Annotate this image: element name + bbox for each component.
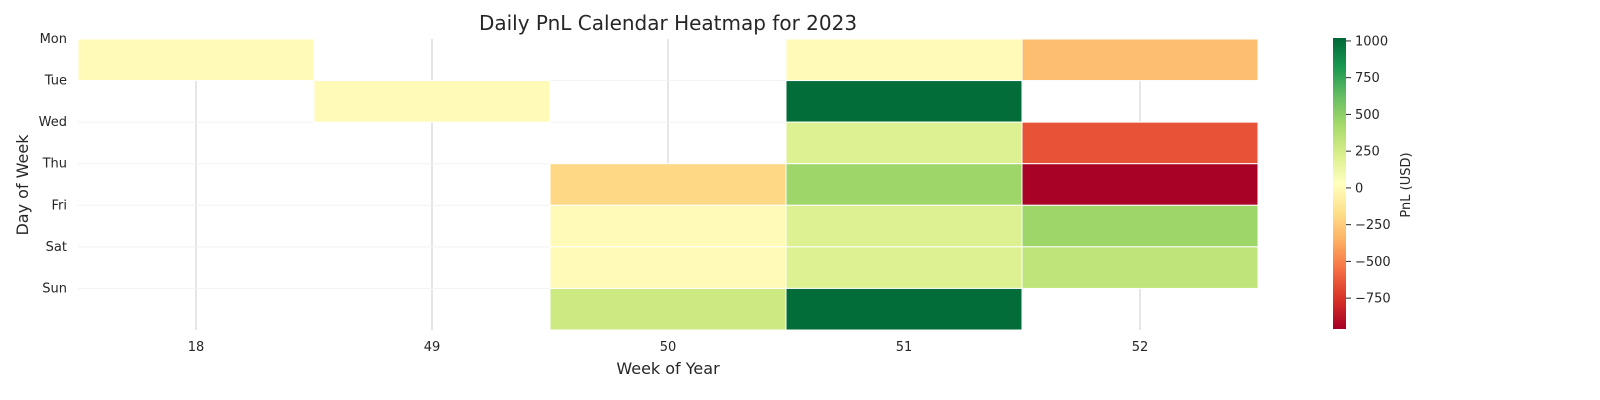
colorbar-tick-label: 500 <box>1355 108 1380 123</box>
y-tick-label: Sun <box>42 281 67 296</box>
heatmap-cells <box>77 38 1259 331</box>
x-tick-label: 52 <box>1132 340 1149 355</box>
heatmap-cell <box>1021 246 1259 289</box>
heatmap-cell <box>549 204 787 248</box>
y-axis-label: Day of Week <box>13 134 32 236</box>
colorbar-tick-label: −750 <box>1355 292 1391 307</box>
heatmap-cell <box>785 38 1023 82</box>
heatmap-cell <box>1021 204 1259 248</box>
colorbar-tick-label: −250 <box>1355 218 1391 233</box>
heatmap-cell <box>785 204 1023 248</box>
colorbar-tick-label: 1000 <box>1355 34 1388 49</box>
heatmap-cell <box>785 163 1023 206</box>
heatmap-cell <box>313 80 551 123</box>
heatmap-cell <box>1021 38 1259 82</box>
heatmap-cell <box>785 246 1023 289</box>
colorbar: 1000 750 500 250 0 −250 −500 −750 PnL (USD) <box>1333 34 1414 329</box>
heatmap-cell <box>785 80 1023 123</box>
x-tick-label: 18 <box>188 340 205 355</box>
colorbar-ticks: 1000 750 500 250 0 −250 −500 −750 <box>1346 34 1391 307</box>
colorbar-tick-label: 250 <box>1355 145 1380 160</box>
axis-ticks: Mon Tue Wed Thu Fri Sat Sun 18 49 50 51 52 <box>39 32 1149 355</box>
colorbar-gradient <box>1333 38 1346 329</box>
heatmap-cell <box>785 287 1023 331</box>
colorbar-label: PnL (USD) <box>1399 152 1414 217</box>
heatmap-cell <box>549 246 787 289</box>
colorbar-tick-label: 0 <box>1355 181 1363 196</box>
y-tick-label: Sat <box>46 240 67 255</box>
x-tick-label: 50 <box>660 340 677 355</box>
heatmap-cell <box>549 163 787 206</box>
chart-title: Daily PnL Calendar Heatmap for 2023 <box>479 11 857 35</box>
colorbar-tick-label: −500 <box>1355 255 1391 270</box>
heatmap-cell <box>1021 121 1259 165</box>
y-tick-label: Wed <box>39 115 67 130</box>
x-axis-label: Week of Year <box>616 359 720 378</box>
x-tick-label: 51 <box>896 340 913 355</box>
y-tick-label: Tue <box>44 74 67 89</box>
y-tick-label: Mon <box>40 32 67 47</box>
heatmap-cell <box>785 121 1023 165</box>
heatmap-cell <box>549 287 787 331</box>
heatmap-cell <box>77 38 315 82</box>
heatmap-cell <box>1021 163 1259 206</box>
y-tick-label: Fri <box>52 198 68 213</box>
colorbar-tick-label: 750 <box>1355 71 1380 86</box>
y-tick-label: Thu <box>42 157 67 172</box>
x-tick-label: 49 <box>424 340 441 355</box>
